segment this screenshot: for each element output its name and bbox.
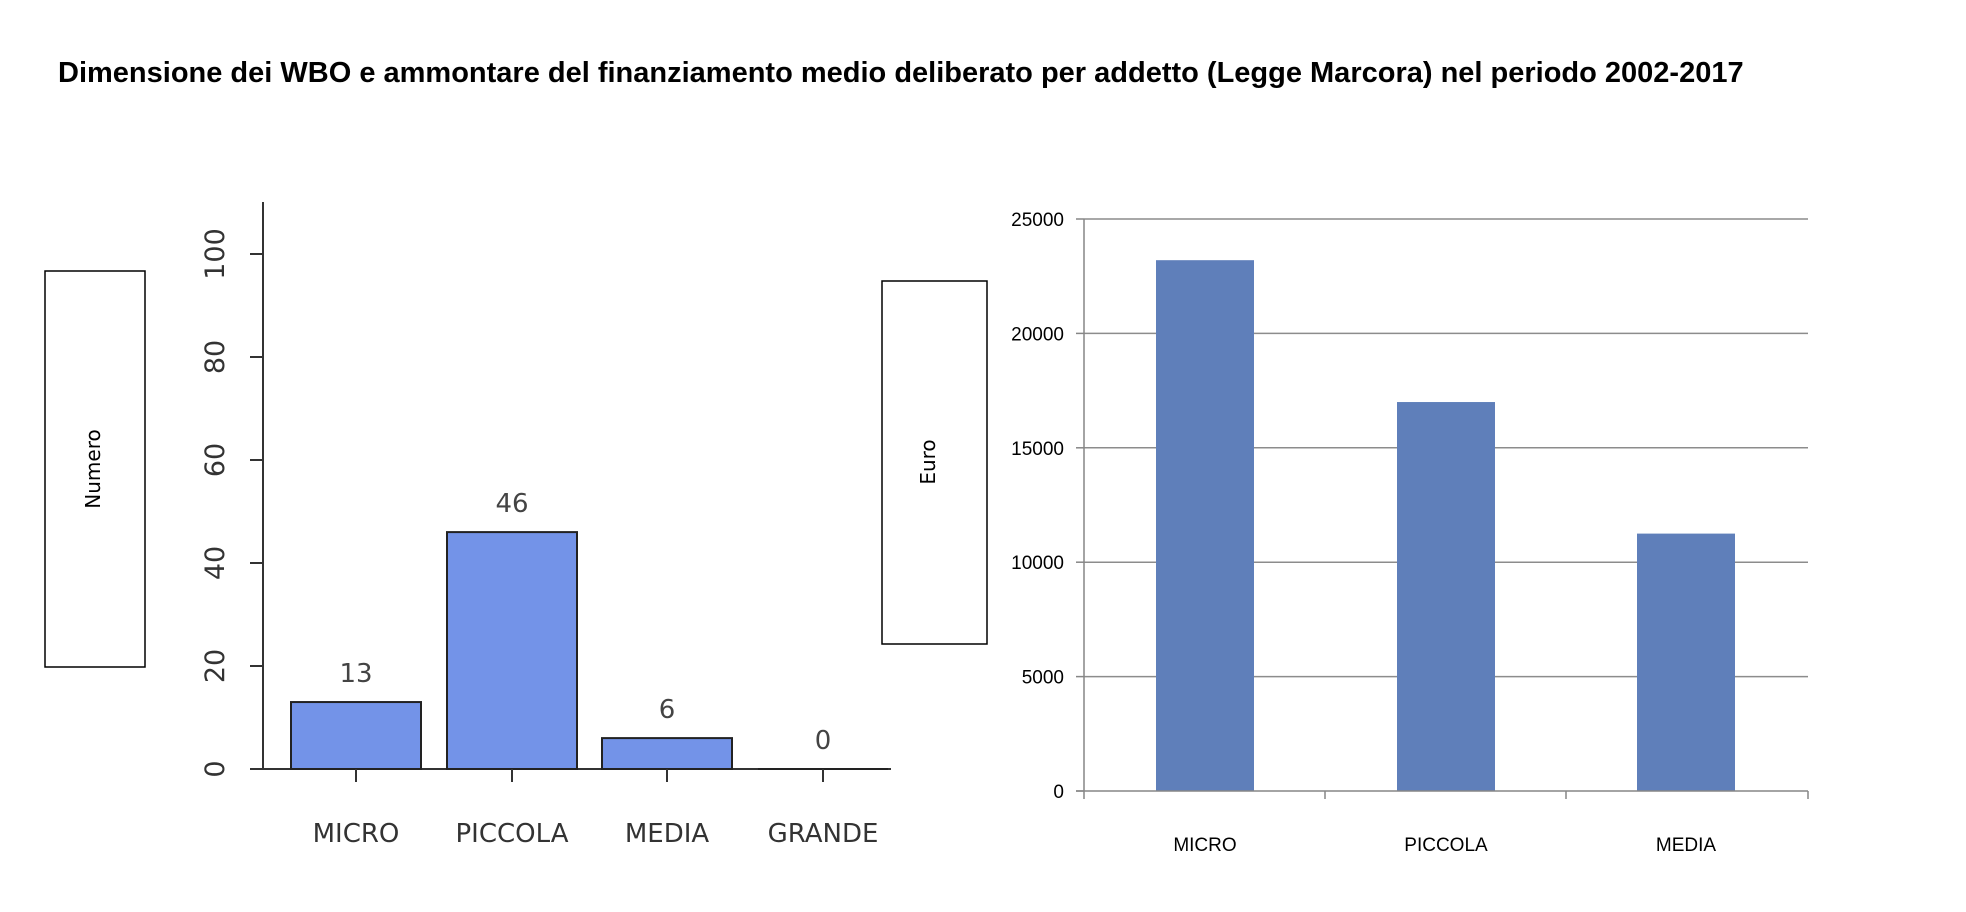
chart2-ytick-label: 5000 [1022, 668, 1064, 689]
chart2-bar [1637, 533, 1735, 791]
chart1-ytick-label: 60 [200, 443, 231, 477]
chart1-ytick-label: 20 [200, 649, 231, 683]
chart1-ytick-label: 0 [200, 760, 231, 777]
chart2-x-ticks: MICRO PICCOLA MEDIA [1083, 791, 1809, 856]
chart1-category-label: PICCOLA [456, 819, 569, 849]
chart2-ylabel-frame [881, 280, 988, 645]
chart1-ytick-label: 40 [200, 546, 231, 580]
chart2-bar [1156, 260, 1254, 792]
chart1-data-label: 46 [495, 489, 528, 519]
chart1-data-label: 6 [659, 695, 676, 725]
chart1-bar [290, 701, 422, 770]
chart1-bars: 13 46 6 0 [290, 489, 888, 770]
chart1-data-label: 0 [815, 726, 832, 756]
chart2-category-label: PICCOLA [1404, 835, 1488, 856]
chart2-ytick-label: 25000 [1011, 210, 1064, 231]
chart1-bar [446, 531, 578, 770]
chart2-category-label: MICRO [1173, 835, 1236, 856]
chart1-ylabel: Numero [81, 429, 105, 508]
chart2-ylabel: Euro [916, 439, 940, 484]
chart2-ytick-label: 15000 [1011, 439, 1064, 460]
chart2-ytick-label: 10000 [1011, 553, 1064, 574]
chart1-bar [601, 737, 733, 770]
chart1-category-label: GRANDE [768, 819, 879, 849]
page-title: Dimensione dei WBO e ammontare del finan… [58, 57, 1744, 89]
chart1-data-label: 13 [339, 659, 372, 689]
chart2-ytick-label: 20000 [1011, 324, 1064, 345]
chart2-bar [1397, 402, 1495, 791]
chart1-x-ticks: MICRO PICCOLA MEDIA GRANDE [313, 769, 879, 849]
chart1-ylabel-frame [44, 270, 146, 668]
chart1-ytick-label: 80 [200, 340, 231, 374]
chart1-ylabel-box: Numero [44, 270, 146, 668]
chart2-bars [1156, 260, 1735, 792]
chart1-category-label: MICRO [313, 819, 400, 849]
chart1-ytick-label: 100 [200, 228, 231, 280]
chart1-category-label: MEDIA [625, 819, 710, 849]
chart2-category-label: MEDIA [1656, 835, 1717, 856]
chart-euro: Euro 0 5000 10000 15000 20000 25000 MICRO PICC… [881, 210, 1809, 856]
chart1-y-ticks: 0 20 40 60 80 100 [200, 228, 263, 778]
chart2-ylabel-box: Euro [881, 280, 988, 645]
chart2-y-ticks: 0 5000 10000 15000 20000 25000 [1011, 210, 1084, 803]
chart2-ytick-label: 0 [1053, 782, 1064, 803]
